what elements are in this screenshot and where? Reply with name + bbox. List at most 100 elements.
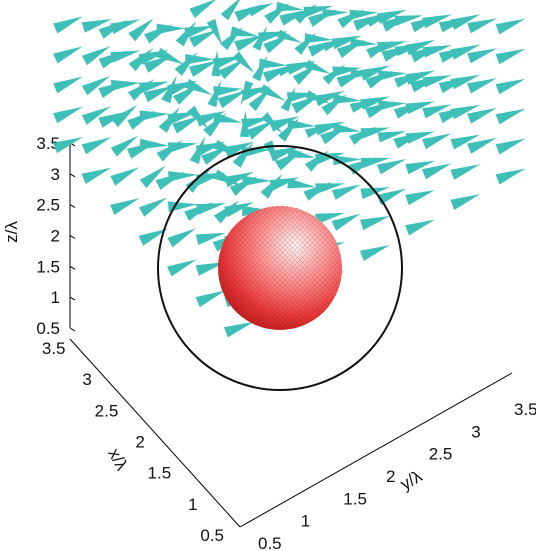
field-cone [224, 321, 254, 338]
field-cone [139, 197, 168, 217]
field-cone [167, 259, 197, 277]
field-cone [220, 0, 240, 21]
field-cone [189, 136, 206, 164]
field-cone [81, 19, 112, 33]
field-cone [81, 106, 111, 125]
field-cone [98, 111, 129, 128]
field-cone [366, 12, 394, 27]
field-cone [305, 124, 331, 138]
field-cone [495, 48, 526, 65]
field-cone [450, 164, 481, 180]
x-axis-line [69, 338, 241, 528]
field-cone [229, 176, 258, 196]
field-cone [211, 50, 221, 77]
field-cone [450, 104, 481, 120]
field-cone [393, 132, 423, 149]
field-cone [495, 168, 526, 185]
x-tick-label: 2 [135, 433, 144, 452]
field-cone [167, 228, 196, 248]
field-cone [294, 3, 317, 24]
field-cone [220, 26, 243, 51]
field-cone [127, 110, 156, 130]
field-cone [195, 290, 226, 308]
z-tick-mark [69, 234, 76, 239]
z-tick-label: 3 [51, 165, 60, 184]
y-tick-label: 3.5 [514, 400, 536, 419]
field-cone [304, 150, 330, 172]
field-cone [438, 17, 469, 33]
field-cone [359, 245, 390, 261]
y-tick-label: 1.5 [343, 489, 367, 508]
field-cone [292, 63, 319, 85]
field-cone [263, 33, 291, 54]
field-cone [366, 40, 394, 59]
field-cone [378, 100, 407, 111]
x-tick-label: 1.5 [148, 464, 172, 483]
field-cone [81, 167, 112, 184]
field-cone [110, 167, 140, 186]
field-cone [158, 107, 180, 133]
x-tick-label: 0.5 [200, 526, 224, 545]
field-cone [365, 101, 395, 119]
field-cone [213, 86, 243, 97]
z-tick-label: 3.5 [36, 134, 60, 153]
field-cone [438, 77, 469, 94]
field-cone [277, 29, 302, 43]
field-cone [98, 20, 128, 39]
field-cone [304, 33, 333, 43]
field-cone [195, 232, 226, 245]
field-cone [450, 14, 481, 30]
x-tick-label: 3 [82, 370, 91, 389]
field-cone [128, 48, 154, 72]
field-cone [240, 80, 254, 106]
field-cone [287, 178, 316, 189]
field-cone [261, 112, 283, 134]
field-cone [410, 76, 440, 93]
field-cone [128, 18, 154, 42]
field-cone [495, 18, 526, 35]
field-cone [143, 85, 174, 103]
field-cone [277, 117, 300, 142]
field-cone [450, 134, 481, 150]
field-cone [188, 60, 219, 77]
y-axis-tick-labels: 0.5 1 1.5 2 2.5 3 3.5 [258, 400, 536, 551]
field-cone [185, 78, 213, 96]
z-tick-mark [69, 296, 76, 301]
field-cone [422, 14, 452, 29]
field-cone [201, 145, 230, 165]
field-cone [234, 34, 264, 52]
field-cone [377, 131, 407, 143]
field-cone [139, 165, 166, 189]
field-cone [246, 120, 275, 140]
x-axis-label: x/λ [104, 445, 131, 474]
field-cone [353, 14, 383, 31]
field-cone [213, 169, 241, 186]
field-cone [139, 110, 170, 121]
field-cone [421, 163, 452, 180]
field-cone [218, 58, 246, 80]
field-cone [349, 126, 377, 145]
field-cone [376, 9, 407, 24]
field-cone [185, 169, 211, 193]
field-cone [405, 219, 435, 236]
field-cone [405, 190, 435, 206]
y-tick-label: 1 [301, 512, 310, 531]
field-cone [248, 2, 274, 17]
z-axis-tick-labels: 0.5 1 1.5 2 2.5 3 3.5 [36, 134, 76, 338]
field-cone [144, 24, 173, 44]
field-cone [264, 2, 290, 24]
field-cone [203, 112, 227, 137]
field-cone [495, 78, 526, 95]
field-cone [156, 23, 186, 35]
field-cone [410, 16, 440, 33]
z-axis-label: z/λ [2, 221, 21, 243]
field-cone [348, 157, 378, 175]
field-cone [82, 75, 111, 96]
field-cone [213, 139, 241, 156]
field-cone [242, 175, 272, 186]
field-cone [315, 212, 345, 225]
field-cone [438, 47, 469, 63]
field-cone [248, 87, 272, 111]
field-cone [322, 38, 348, 52]
